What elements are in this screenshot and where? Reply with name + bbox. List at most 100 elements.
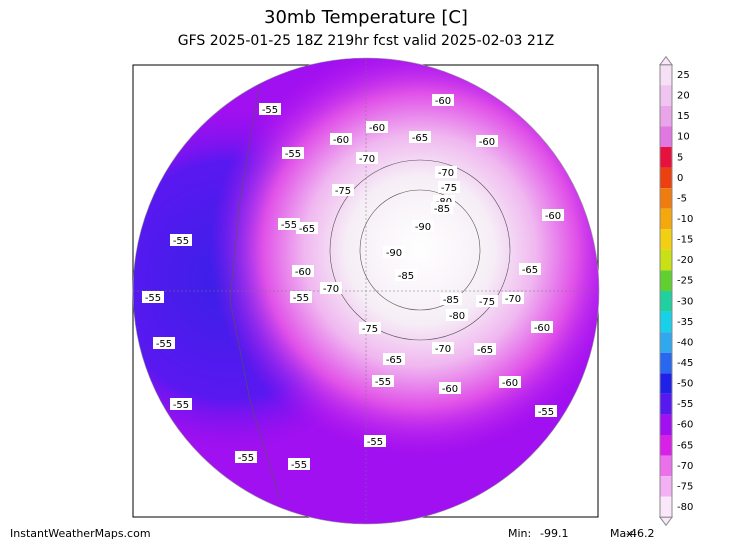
label-box — [292, 265, 314, 277]
colorbar-tick: -35 — [677, 317, 693, 328]
colorbar-tick: -75 — [677, 481, 693, 492]
max-label: Max: — [610, 527, 636, 540]
contour-label: -55 — [156, 339, 172, 350]
colorbar-tick: -5 — [677, 193, 687, 204]
colorbar-cell — [660, 352, 672, 374]
colorbar-tick: -40 — [677, 337, 693, 348]
label-box — [446, 309, 468, 321]
label-box — [535, 405, 557, 417]
contour-label: -75 — [362, 324, 378, 335]
label-box — [282, 147, 304, 159]
label-box — [290, 291, 312, 303]
label-box — [432, 342, 454, 354]
colorbar-tick: 5 — [677, 152, 683, 163]
contour-label: -60 — [545, 211, 561, 222]
contour-label: -55 — [281, 220, 297, 231]
colorbar-cell — [660, 393, 672, 415]
site: InstantWeatherMaps.com — [10, 527, 151, 540]
contour-label: -55 — [285, 149, 301, 160]
colorbar-tick: -30 — [677, 296, 693, 307]
colorbar-cell — [660, 291, 672, 312]
contour-label: -80 — [449, 311, 465, 322]
colorbar-cell — [660, 167, 672, 189]
colorbar-cell — [660, 270, 672, 291]
contour-label: -65 — [299, 224, 315, 235]
colorbar-tick: -65 — [677, 440, 693, 451]
label-box — [383, 246, 405, 258]
contour-label: -55 — [173, 236, 189, 247]
colorbar-tick: 10 — [677, 132, 690, 143]
contour-label: -60 — [534, 323, 550, 334]
colorbar: 25 20 15 10 5 0 -5 -10 -15 -20 -25 -30 -35 -40 -45 -50 -… — [659, 55, 693, 527]
contour-label: -85 — [443, 295, 459, 306]
colorbar-cell — [660, 455, 672, 477]
contour-label: -55 — [538, 407, 554, 418]
min-value: -99.1 — [540, 527, 568, 540]
colorbar-tick: -10 — [677, 214, 693, 225]
contour-label: -90 — [386, 248, 402, 259]
colorbar-cell — [660, 229, 672, 250]
label-box — [542, 209, 564, 221]
label-box — [412, 220, 434, 232]
label-box — [383, 353, 405, 365]
max-value: -46.2 — [626, 527, 654, 540]
label-box — [439, 382, 461, 394]
contour-label: -65 — [412, 133, 428, 144]
colorbar-tick: 25 — [677, 70, 690, 81]
colorbar-cell — [660, 496, 672, 518]
colorbar-tick: 0 — [677, 173, 683, 184]
colorbar-cell — [660, 64, 672, 86]
colorbar-tick: -80 — [677, 502, 693, 513]
colorbar-cell — [660, 105, 672, 127]
colorbar-cell — [660, 332, 672, 353]
label-box — [366, 121, 388, 133]
colorbar-cell — [660, 188, 672, 209]
contour-label: -55 — [145, 293, 161, 304]
contour-label: -75 — [479, 297, 495, 308]
label-box — [364, 435, 386, 447]
label-box — [170, 398, 192, 410]
label-box — [440, 293, 462, 305]
label-box — [296, 222, 318, 234]
colorbar-cell — [660, 126, 672, 147]
colorbar-tick: -55 — [677, 399, 693, 410]
label-box — [170, 234, 192, 246]
label-box — [395, 269, 417, 281]
label-box — [432, 94, 454, 106]
contour-label: -55 — [375, 377, 391, 388]
contour-label: -55 — [238, 453, 254, 464]
colorbar-cell — [660, 147, 672, 168]
label-box — [288, 458, 310, 470]
contour-label: -70 — [505, 294, 521, 305]
contour-label: -55 — [291, 460, 307, 471]
colorbar-tick: -45 — [677, 358, 693, 369]
contour-label: -55 — [367, 437, 383, 448]
colorbar-cell — [660, 208, 672, 230]
colorbar-cap-bottom — [659, 516, 673, 527]
colorbar-tick: 15 — [677, 111, 690, 122]
colorbar-tick: -20 — [677, 255, 693, 266]
label-box — [409, 131, 431, 143]
label-box — [435, 166, 457, 178]
contour-label: -60 — [435, 96, 451, 107]
label-box — [259, 103, 281, 115]
contour-label: -55 — [173, 400, 189, 411]
contour-label: -85 — [398, 271, 414, 282]
contour-label: -75 — [335, 186, 351, 197]
label-box — [438, 181, 460, 193]
contour-label: -75 — [441, 183, 457, 194]
colorbar-tick: -60 — [677, 420, 693, 431]
subtitle: GFS 2025-01-25 18Z 219hr fcst valid 2025… — [178, 33, 555, 49]
colorbar-tick: -70 — [677, 461, 693, 472]
min-label: Min: — [508, 527, 531, 540]
contour-label: -55 — [262, 105, 278, 116]
contour-label: -70 — [359, 154, 375, 165]
contour-labels: -55 -60 -60 -60 -65 -60 -55 -70 -70 -75 -75 -80 -85 -… — [142, 94, 564, 471]
contour-label: -70 — [323, 284, 339, 295]
label-box — [519, 263, 541, 275]
colorbar-tick: -50 — [677, 379, 693, 390]
label-box — [330, 133, 352, 145]
label-box — [476, 295, 498, 307]
contour-label: -60 — [333, 135, 349, 146]
